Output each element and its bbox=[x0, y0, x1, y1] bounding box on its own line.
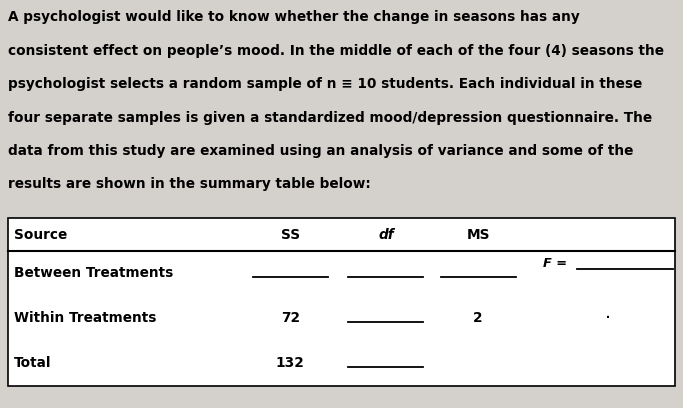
Text: df: df bbox=[378, 228, 393, 242]
Text: four separate samples is given a standardized mood/depression questionnaire. The: four separate samples is given a standar… bbox=[8, 111, 652, 124]
Text: consistent effect on people’s mood. In the middle of each of the four (4) season: consistent effect on people’s mood. In t… bbox=[8, 44, 664, 58]
Text: 2: 2 bbox=[473, 311, 483, 325]
Text: Between Treatments: Between Treatments bbox=[14, 266, 173, 280]
Text: Total: Total bbox=[14, 356, 51, 370]
Text: psychologist selects a random sample of n ≡ 10 students. Each individual in thes: psychologist selects a random sample of … bbox=[8, 77, 643, 91]
Text: ·: · bbox=[605, 309, 611, 328]
Text: Within Treatments: Within Treatments bbox=[14, 311, 156, 325]
Text: SS: SS bbox=[281, 228, 300, 242]
Text: 132: 132 bbox=[276, 356, 305, 370]
Text: 72: 72 bbox=[281, 311, 300, 325]
Text: Source: Source bbox=[14, 228, 67, 242]
Text: results are shown in the summary table below:: results are shown in the summary table b… bbox=[8, 177, 371, 191]
Text: data from this study are examined using an analysis of variance and some of the: data from this study are examined using … bbox=[8, 144, 634, 158]
Text: F =: F = bbox=[543, 257, 567, 270]
Text: A psychologist would like to know whether the change in seasons has any: A psychologist would like to know whethe… bbox=[8, 10, 580, 24]
Text: MS: MS bbox=[466, 228, 490, 242]
